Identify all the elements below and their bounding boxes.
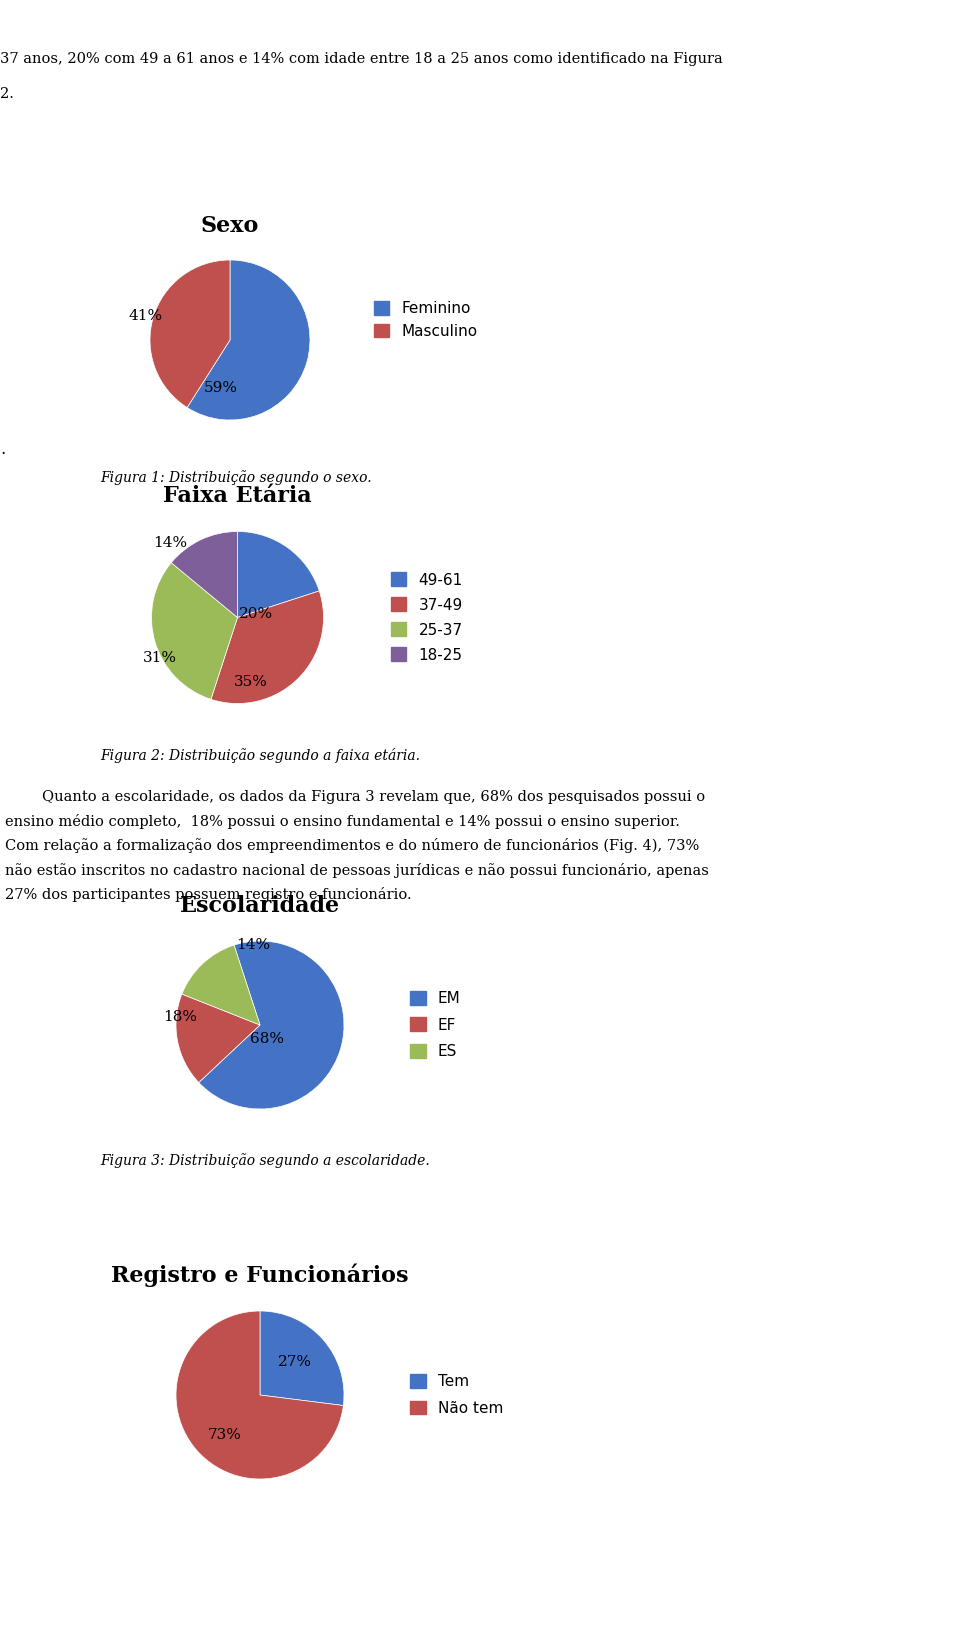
Wedge shape [237, 532, 320, 617]
Text: 18%: 18% [163, 1009, 197, 1024]
Text: 27% dos participantes possuem registro e funcionário.: 27% dos participantes possuem registro e… [5, 887, 412, 902]
Title: Sexo: Sexo [201, 214, 259, 237]
Text: .: . [0, 441, 5, 459]
Text: Quanto a escolaridade, os dados da Figura 3 revelam que, 68% dos pesquisados pos: Quanto a escolaridade, os dados da Figur… [5, 790, 706, 803]
Text: ensino médio completo,  18% possui o ensino fundamental e 14% possui o ensino su: ensino médio completo, 18% possui o ensi… [5, 815, 680, 830]
Legend: 49-61, 37-49, 25-37, 18-25: 49-61, 37-49, 25-37, 18-25 [385, 566, 468, 668]
Wedge shape [181, 945, 260, 1025]
Wedge shape [152, 563, 237, 700]
Wedge shape [176, 994, 260, 1083]
Wedge shape [211, 591, 324, 703]
Legend: Feminino, Masculino: Feminino, Masculino [368, 295, 484, 346]
Wedge shape [199, 942, 344, 1109]
Wedge shape [260, 1310, 344, 1406]
Text: 20%: 20% [239, 606, 274, 621]
Title: Escolaridade: Escolaridade [180, 895, 340, 917]
Wedge shape [150, 260, 230, 408]
Text: Com relação a formalização dos empreendimentos e do número de funcionários (Fig.: Com relação a formalização dos empreendi… [5, 838, 699, 853]
Text: 73%: 73% [207, 1427, 242, 1442]
Legend: EM, EF, ES: EM, EF, ES [404, 984, 467, 1065]
Text: Figura 1: Distribuição segundo o sexo.: Figura 1: Distribuição segundo o sexo. [100, 471, 372, 486]
Text: 14%: 14% [154, 537, 187, 550]
Text: 41%: 41% [129, 309, 163, 323]
Text: 68%: 68% [250, 1032, 284, 1047]
Wedge shape [187, 260, 310, 420]
Legend: Tem, Não tem: Tem, Não tem [404, 1368, 509, 1422]
Text: 2.: 2. [0, 87, 13, 100]
Text: 14%: 14% [236, 938, 271, 953]
Text: 31%: 31% [143, 652, 177, 665]
Text: Figura 3: Distribuição segundo a escolaridade.: Figura 3: Distribuição segundo a escolar… [100, 1154, 430, 1169]
Text: 35%: 35% [233, 675, 267, 690]
Text: 59%: 59% [204, 380, 237, 395]
Wedge shape [176, 1310, 344, 1480]
Text: Figura 2: Distribuição segundo a faixa etária.: Figura 2: Distribuição segundo a faixa e… [100, 747, 420, 764]
Text: 27%: 27% [278, 1355, 312, 1368]
Wedge shape [171, 532, 237, 617]
Text: 37 anos, 20% com 49 a 61 anos e 14% com idade entre 18 a 25 anos como identifica: 37 anos, 20% com 49 a 61 anos e 14% com … [0, 53, 723, 66]
Title: Registro e Funcionários: Registro e Funcionários [111, 1262, 409, 1287]
Text: não estão inscritos no cadastro nacional de pessoas jurídicas e não possui funci: não estão inscritos no cadastro nacional… [5, 863, 708, 877]
Title: Faixa Etária: Faixa Etária [163, 484, 312, 507]
